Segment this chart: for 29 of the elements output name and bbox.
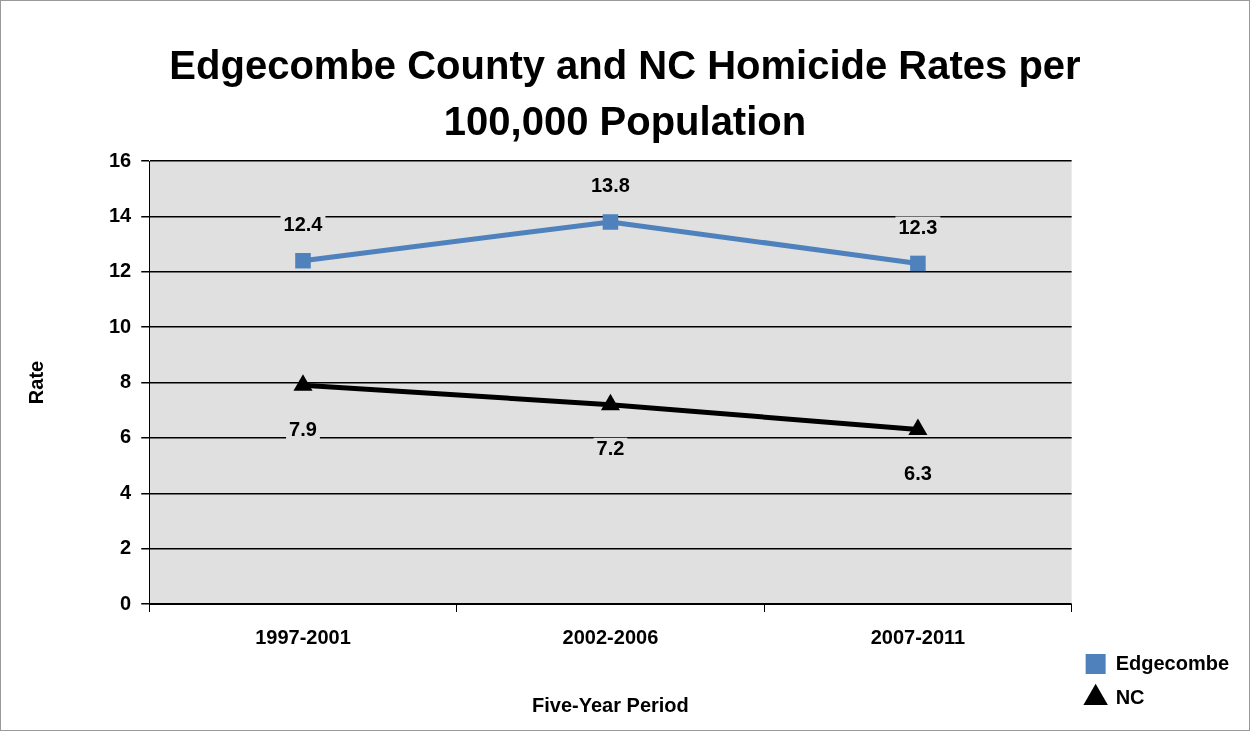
y-tick-label: 6 bbox=[120, 425, 132, 448]
y-tick-label: 4 bbox=[120, 480, 133, 503]
y-tick-label: 10 bbox=[109, 314, 132, 337]
point bbox=[910, 255, 926, 272]
point bbox=[295, 252, 311, 269]
data-label: 6.3 bbox=[904, 462, 932, 485]
y-tick-label: 16 bbox=[109, 148, 132, 171]
point bbox=[602, 214, 619, 230]
y-tick-label: 0 bbox=[120, 591, 132, 614]
y-tick-label: 8 bbox=[120, 370, 132, 393]
x-axis-title: Five-Year Period bbox=[532, 693, 689, 716]
x-tick-label: 2007-2011 bbox=[870, 625, 966, 648]
point bbox=[908, 418, 928, 436]
point bbox=[293, 374, 313, 391]
data-label: 13.8 bbox=[590, 174, 630, 197]
y-axis-title: Rate bbox=[24, 360, 47, 405]
data-label: 7.2 bbox=[596, 437, 625, 460]
x-tick-label: 1997-2001 bbox=[255, 625, 351, 648]
data-label: 12.3 bbox=[898, 215, 938, 238]
legend-label: Edgecombe bbox=[1115, 651, 1229, 674]
y-tick-label: 14 bbox=[109, 203, 133, 226]
y-tick-label: 2 bbox=[120, 536, 132, 559]
data-label: 7.9 bbox=[289, 417, 317, 440]
data-label: 12.4 bbox=[283, 213, 324, 236]
x-tick-label: 2002-2006 bbox=[562, 625, 659, 648]
y-tick-label: 12 bbox=[109, 259, 132, 282]
point bbox=[600, 393, 620, 411]
legend-label: NC bbox=[1115, 685, 1145, 708]
chart-title: Edgecombe County and NC Homicide Rates per 100,000 Population bbox=[168, 42, 1082, 143]
